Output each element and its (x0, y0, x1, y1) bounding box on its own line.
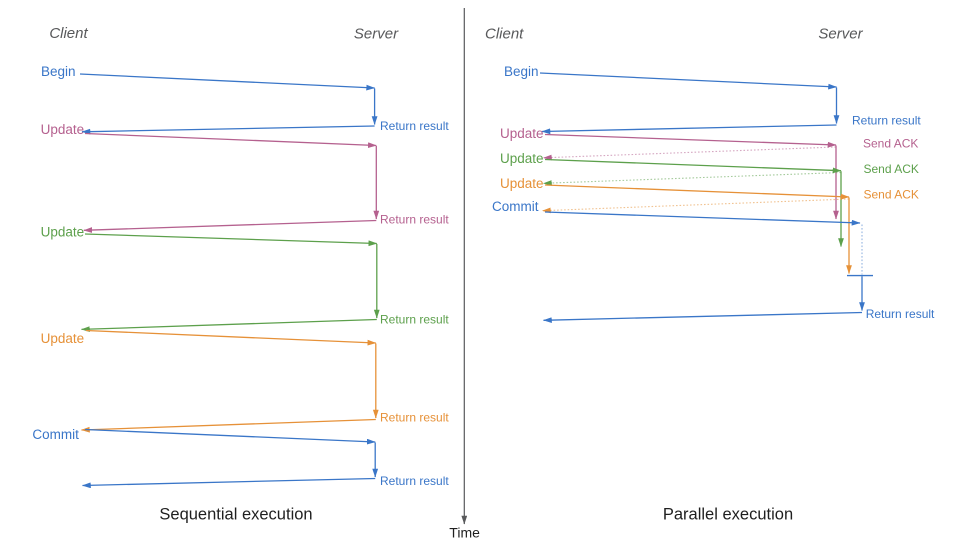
svg-text:Update: Update (500, 176, 544, 191)
svg-text:Begin: Begin (41, 64, 76, 79)
svg-text:Commit: Commit (492, 199, 539, 214)
svg-text:Begin: Begin (504, 64, 539, 79)
svg-text:Commit: Commit (32, 427, 79, 442)
svg-text:Return result: Return result (380, 313, 449, 327)
svg-text:Return result: Return result (380, 474, 449, 488)
svg-text:Return result: Return result (380, 411, 449, 425)
svg-text:Server: Server (354, 26, 399, 43)
svg-text:Time: Time (449, 525, 480, 540)
svg-text:Return result: Return result (852, 114, 921, 128)
svg-text:Update: Update (500, 151, 544, 166)
svg-text:Update: Update (41, 122, 85, 137)
svg-text:Return result: Return result (866, 307, 935, 321)
svg-text:Send ACK: Send ACK (864, 188, 919, 202)
svg-text:Client: Client (485, 26, 524, 43)
svg-text:Server: Server (818, 26, 863, 43)
svg-text:Return result: Return result (380, 119, 449, 133)
svg-text:Sequential execution: Sequential execution (159, 506, 312, 524)
svg-text:Send ACK: Send ACK (864, 162, 919, 176)
svg-text:Parallel execution: Parallel execution (663, 506, 793, 524)
svg-text:Update: Update (500, 126, 544, 141)
svg-text:Update: Update (41, 331, 85, 346)
svg-text:Send ACK: Send ACK (863, 137, 918, 151)
svg-text:Client: Client (49, 25, 88, 42)
svg-text:Return result: Return result (380, 213, 449, 227)
svg-text:Update: Update (41, 225, 85, 240)
